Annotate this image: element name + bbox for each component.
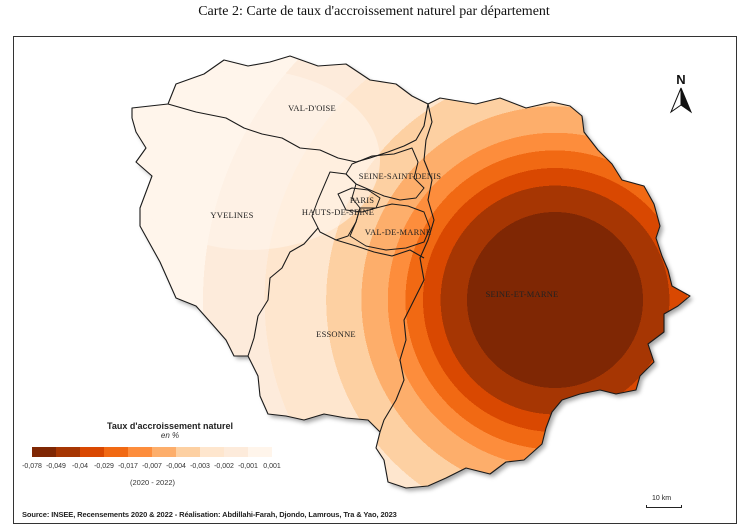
source-note: Source: INSEE, Recensements 2020 & 2022 … bbox=[22, 510, 397, 519]
legend-swatch bbox=[200, 447, 224, 457]
label-essonne: ESSONNE bbox=[316, 329, 356, 339]
legend-swatch bbox=[248, 447, 272, 457]
legend-swatch bbox=[104, 447, 128, 457]
region-outline bbox=[131, 55, 691, 489]
legend-swatch bbox=[80, 447, 104, 457]
legend-swatch bbox=[128, 447, 152, 457]
legend-tick-label: 0,001 bbox=[263, 463, 281, 470]
legend-swatch bbox=[152, 447, 176, 457]
border-essonne bbox=[335, 239, 425, 259]
scale-bar bbox=[646, 505, 682, 508]
north-label: N bbox=[676, 72, 685, 87]
legend-tick-label: -0,007 bbox=[142, 463, 162, 470]
legend-tick-label: -0,002 bbox=[214, 463, 234, 470]
label-val-de-marne: VAL-DE-MARNE bbox=[364, 227, 432, 237]
legend-period: (2020 - 2022) bbox=[130, 478, 176, 487]
border-hauts-de-seine bbox=[311, 171, 361, 241]
legend-swatch bbox=[32, 447, 56, 457]
legend-swatch bbox=[224, 447, 248, 457]
border-yvelines bbox=[247, 227, 319, 357]
legend-subtitle: en % bbox=[160, 431, 180, 440]
label-hauts-de-seine: HAUTS-DE-SEINE bbox=[301, 207, 375, 217]
petite-couronne bbox=[311, 147, 431, 251]
border-paris bbox=[337, 187, 381, 213]
label-val-d-oise: VAL-D'OISE bbox=[288, 103, 336, 113]
label-seine-saint-denis: SEINE-SAINT-DENIS bbox=[358, 171, 442, 181]
legend-tick-label: -0,004 bbox=[166, 463, 186, 470]
legend-tick-label: -0,017 bbox=[118, 463, 138, 470]
legend-tick-label: -0,001 bbox=[238, 463, 258, 470]
legend-tick-label: -0,003 bbox=[190, 463, 210, 470]
legend-swatch bbox=[56, 447, 80, 457]
north-arrow-icon: N bbox=[669, 72, 693, 114]
border-seine-saint-denis bbox=[345, 147, 425, 201]
border-val-d-oise bbox=[167, 103, 429, 163]
legend-swatches bbox=[32, 447, 272, 457]
legend-ticks: -0,078 -0,049 -0,04 -0,029 -0,017 -0,007 -0,00… bbox=[22, 463, 322, 475]
north-arrow: N bbox=[668, 72, 694, 116]
legend-tick-label: -0,04 bbox=[72, 463, 88, 470]
scale-label: 10 km bbox=[652, 495, 672, 502]
label-yvelines: YVELINES bbox=[210, 210, 254, 220]
legend-tick-label: -0,049 bbox=[46, 463, 66, 470]
label-paris: PARIS bbox=[349, 195, 375, 205]
legend-tick-label: -0,078 bbox=[22, 463, 42, 470]
border-seine-et-marne bbox=[379, 103, 435, 433]
legend-swatch bbox=[176, 447, 200, 457]
department-borders bbox=[131, 55, 691, 489]
legend-title: Taux d'accroissement naturel bbox=[106, 421, 234, 431]
legend-tick-label: -0,029 bbox=[94, 463, 114, 470]
border-val-de-marne bbox=[349, 203, 431, 251]
label-seine-et-marne: SEINE-ET-MARNE bbox=[485, 289, 559, 299]
map-caption: Carte 2: Carte de taux d'accroissement n… bbox=[198, 4, 550, 19]
